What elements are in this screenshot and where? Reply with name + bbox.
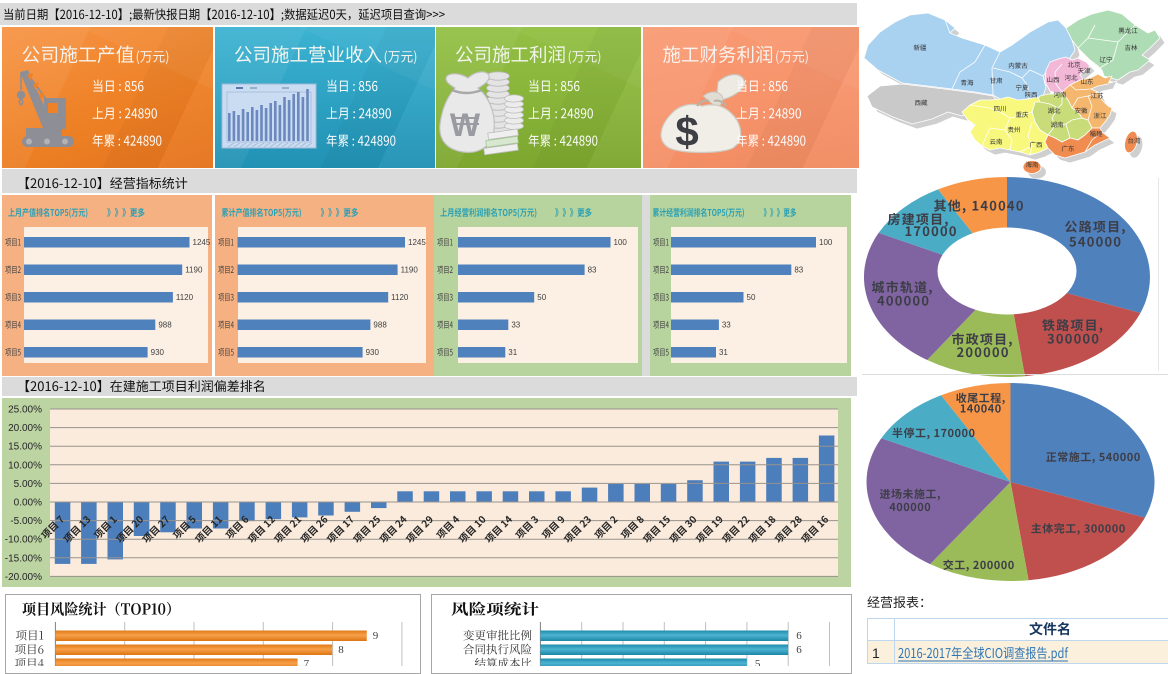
svg-text:-20.00%: -20.00% bbox=[5, 572, 42, 583]
svg-text:50: 50 bbox=[747, 293, 756, 302]
svg-text:-5.00%: -5.00% bbox=[10, 516, 42, 527]
svg-text:100: 100 bbox=[819, 238, 833, 247]
svg-text:8: 8 bbox=[338, 644, 344, 656]
svg-text:33: 33 bbox=[722, 321, 731, 330]
svg-text:930: 930 bbox=[151, 348, 165, 357]
svg-text:10.00%: 10.00% bbox=[8, 460, 42, 471]
svg-text:1120: 1120 bbox=[391, 293, 409, 302]
svg-text:31: 31 bbox=[508, 348, 517, 357]
svg-text:988: 988 bbox=[373, 321, 387, 330]
svg-text:6: 6 bbox=[796, 644, 802, 656]
svg-text:988: 988 bbox=[158, 321, 172, 330]
svg-text:$: $ bbox=[675, 108, 698, 155]
svg-text:83: 83 bbox=[794, 266, 803, 275]
svg-text:1245: 1245 bbox=[408, 238, 426, 247]
svg-text:100: 100 bbox=[614, 238, 628, 247]
svg-text:1245: 1245 bbox=[193, 238, 211, 247]
svg-text:1120: 1120 bbox=[176, 293, 194, 302]
svg-text:15.00%: 15.00% bbox=[8, 442, 42, 453]
svg-text:25.00%: 25.00% bbox=[8, 405, 42, 416]
svg-text:20.00%: 20.00% bbox=[8, 423, 42, 434]
svg-text:-10.00%: -10.00% bbox=[5, 535, 42, 546]
svg-text:83: 83 bbox=[588, 266, 597, 275]
svg-text:6: 6 bbox=[796, 630, 802, 642]
svg-text:7: 7 bbox=[304, 658, 310, 666]
svg-text:1190: 1190 bbox=[185, 266, 203, 275]
svg-text:1: 1 bbox=[872, 645, 880, 661]
svg-text:31: 31 bbox=[719, 348, 728, 357]
svg-text:33: 33 bbox=[511, 321, 520, 330]
svg-text:9: 9 bbox=[373, 630, 379, 642]
svg-text:930: 930 bbox=[366, 348, 380, 357]
svg-text:-15.00%: -15.00% bbox=[5, 553, 42, 564]
svg-text:0.00%: 0.00% bbox=[14, 498, 42, 509]
svg-text:5.00%: 5.00% bbox=[14, 479, 42, 490]
svg-text:50: 50 bbox=[537, 293, 546, 302]
svg-text:1190: 1190 bbox=[401, 266, 419, 275]
svg-text:5: 5 bbox=[755, 658, 761, 666]
